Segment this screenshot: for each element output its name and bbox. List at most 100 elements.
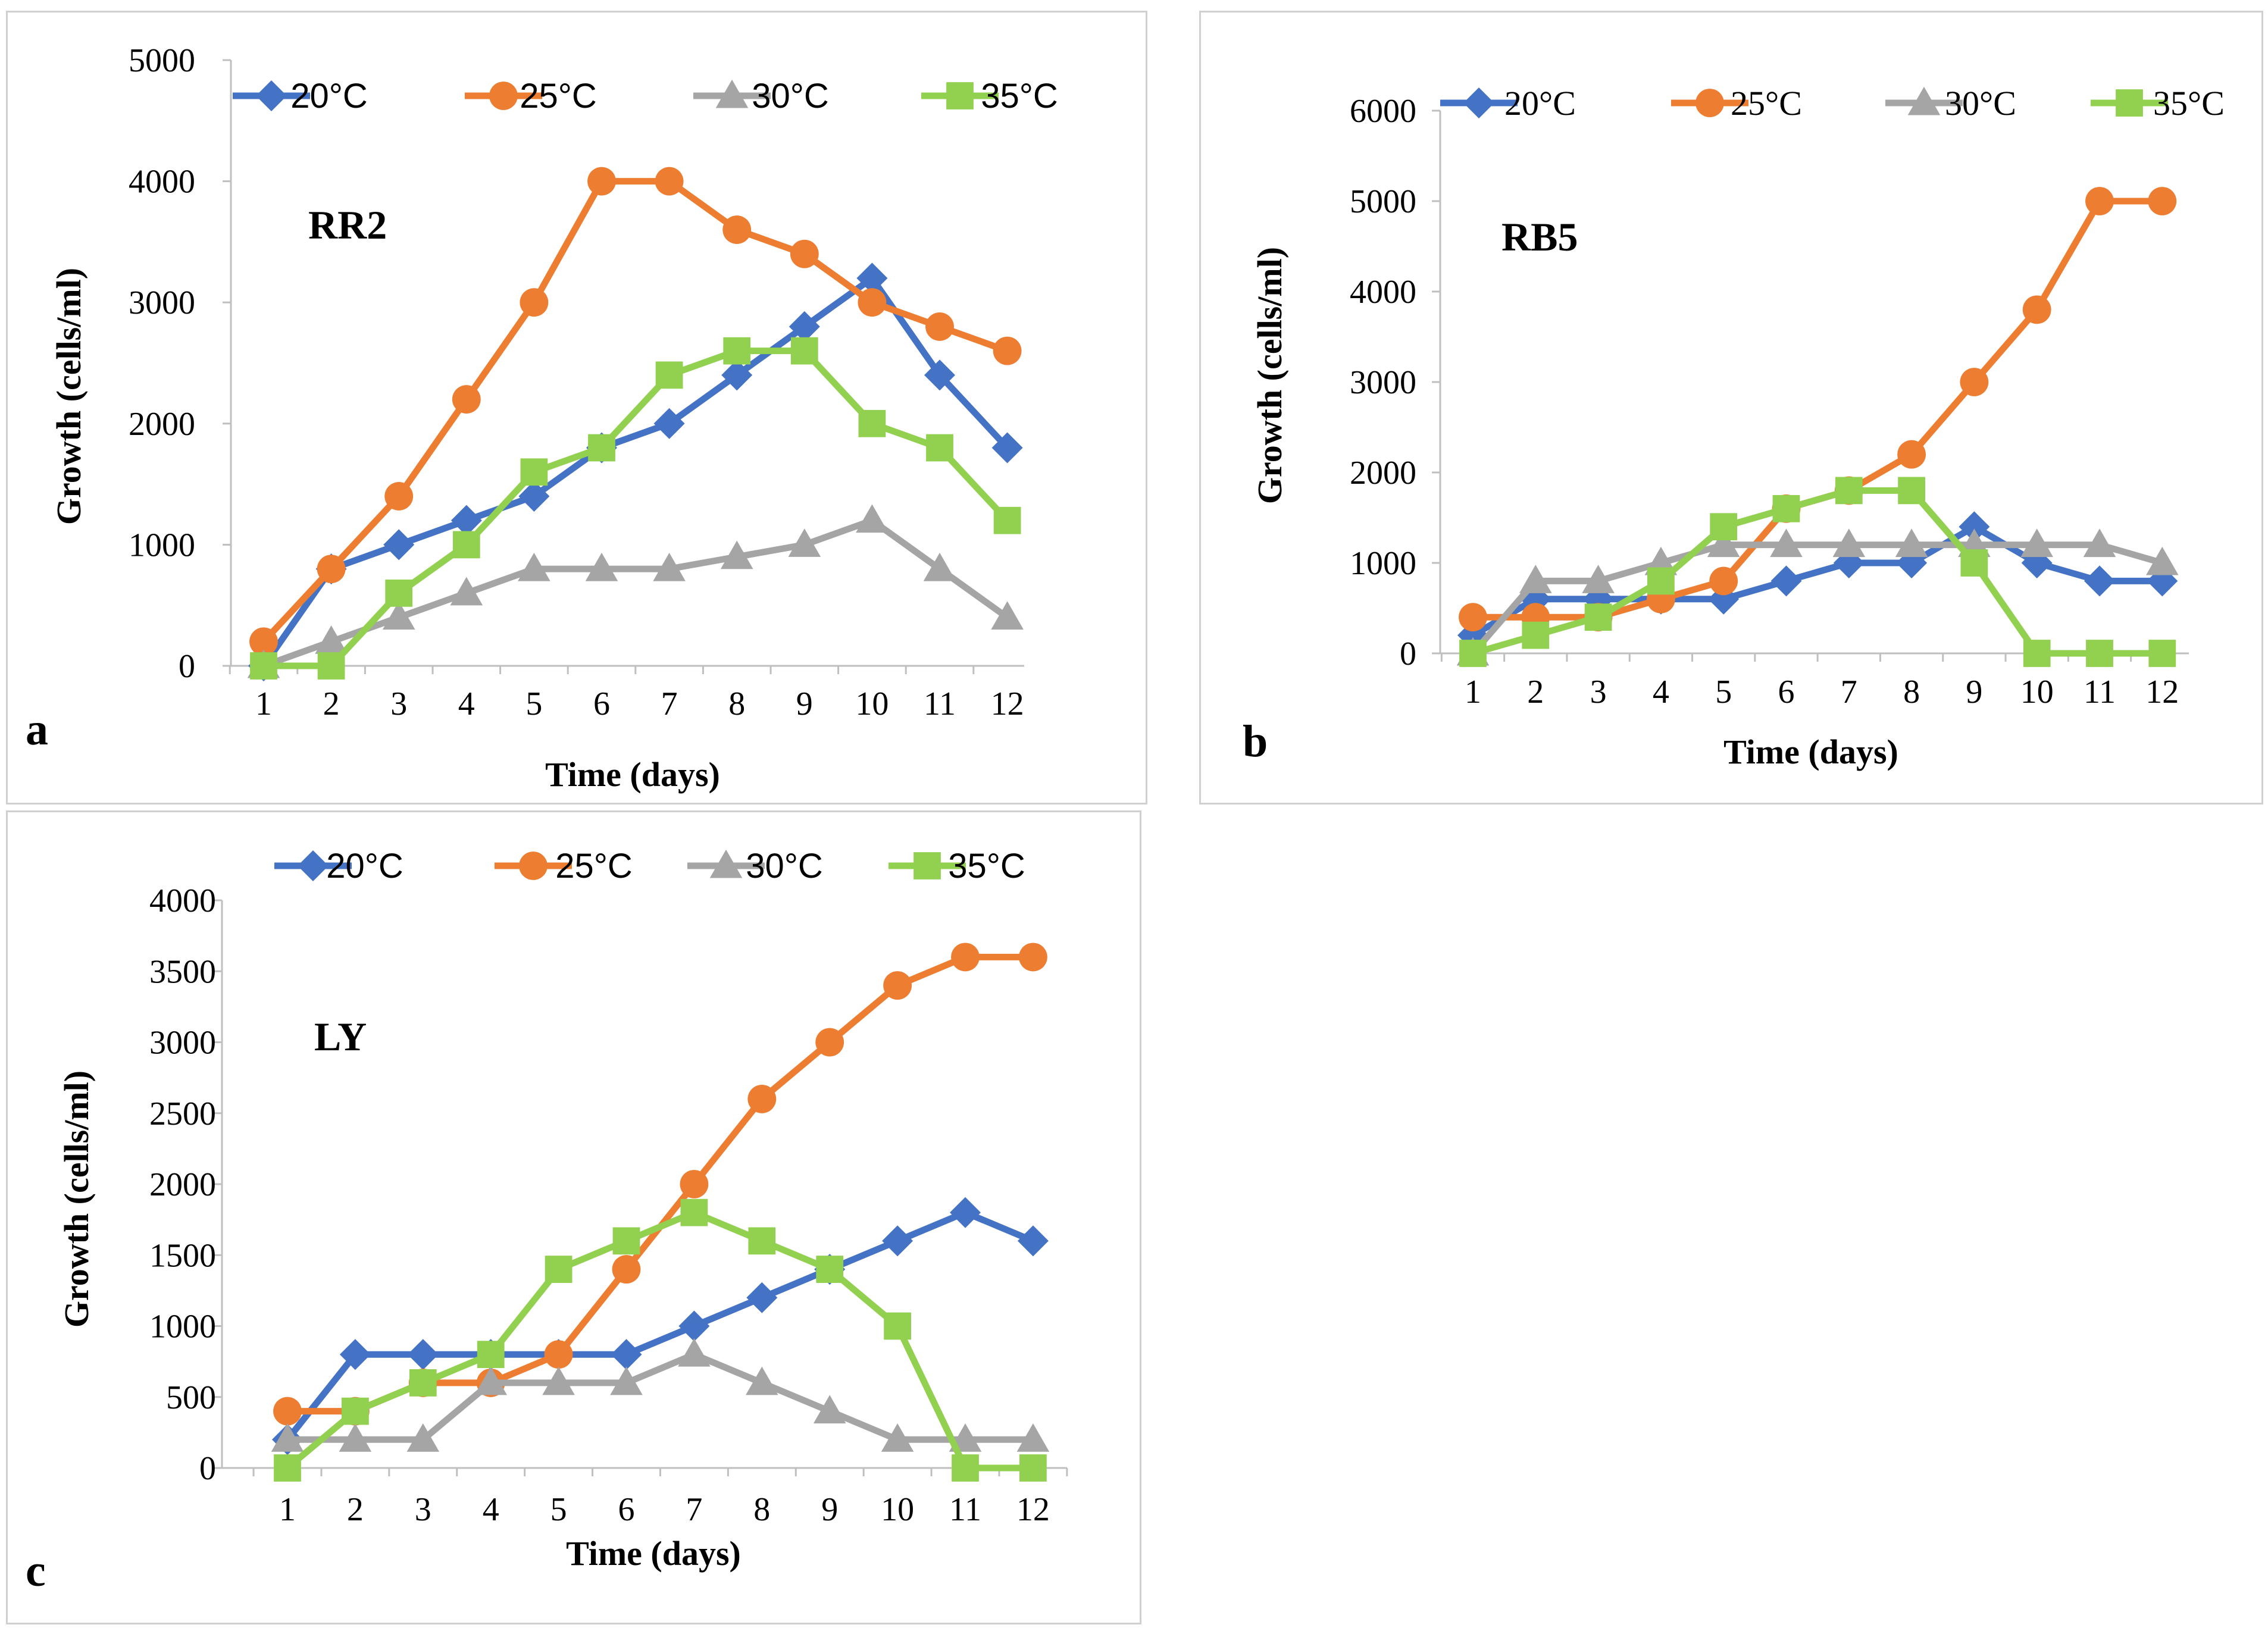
y-tick-label: 1000 (1350, 545, 1416, 582)
y-tick-label: 1500 (149, 1237, 216, 1274)
data-point (1584, 603, 1612, 631)
x-tick-label: 1 (255, 685, 272, 722)
legend-label: 20°C (290, 77, 368, 115)
legend-item: 25°C (1671, 84, 1802, 123)
data-point (2083, 528, 2116, 558)
y-tick-label: 4000 (149, 882, 216, 919)
data-point (1772, 494, 1800, 522)
chart-title: LY (314, 1014, 367, 1059)
x-tick-label: 6 (618, 1491, 635, 1528)
data-point (588, 434, 615, 462)
y-tick-label: 3000 (149, 1025, 216, 1062)
legend-marker (1695, 89, 1724, 117)
data-point (722, 215, 752, 244)
y-tick-label: 0 (179, 648, 195, 685)
data-point (383, 529, 415, 561)
x-tick-label: 2 (347, 1491, 364, 1528)
data-point (883, 971, 912, 1000)
data-point (991, 601, 1024, 630)
data-point (2022, 295, 2051, 324)
data-point (317, 652, 345, 680)
data-point (925, 312, 954, 341)
data-point (923, 552, 956, 581)
data-point (384, 482, 414, 511)
x-tick-label: 7 (661, 685, 678, 722)
x-tick-label: 12 (2145, 674, 2179, 710)
data-point (748, 1227, 776, 1255)
x-tick-label: 3 (415, 1491, 431, 1528)
x-tick-label: 9 (821, 1491, 838, 1528)
data-point (680, 1198, 708, 1226)
data-point (250, 652, 277, 680)
series-line (1473, 198, 2163, 621)
x-tick-label: 12 (1016, 1491, 1050, 1528)
x-tick-label: 8 (753, 1491, 770, 1528)
x-tick-label: 10 (881, 1491, 914, 1528)
data-point (1770, 565, 1802, 597)
x-tick-label: 7 (1841, 674, 1857, 710)
series-line (261, 274, 1010, 668)
data-point (856, 262, 888, 294)
data-point (924, 359, 955, 391)
x-tick-label: 11 (924, 685, 956, 722)
series-line (287, 1351, 1033, 1443)
data-point (858, 409, 886, 437)
chart-ly: LY c Time (days) Growth (cells/ml) 0 500 1… (26, 847, 1068, 1596)
y-tick-label: 3000 (1350, 364, 1416, 401)
y-tick-label: 2000 (1350, 455, 1416, 492)
data-point (1960, 368, 1989, 396)
series-35C (274, 1198, 1047, 1482)
data-point (993, 336, 1022, 365)
x-tick-label: 2 (323, 685, 340, 722)
y-tick-label: 5000 (1350, 183, 1416, 220)
x-tick-label: 1 (1465, 674, 1481, 710)
data-point (655, 361, 683, 389)
legend-item: 20°C (274, 847, 403, 885)
legend-item: 35°C (2091, 84, 2225, 123)
series-25C (249, 167, 1022, 656)
legend-label: 25°C (555, 847, 633, 885)
legend-item: 25°C (465, 77, 597, 115)
data-point (789, 311, 820, 342)
data-point (2085, 187, 2114, 215)
data-point (452, 385, 481, 414)
x-tick-label: 6 (1778, 674, 1795, 710)
data-point (951, 943, 980, 972)
data-point (788, 528, 821, 557)
y-tick-label: 6000 (1350, 93, 1416, 130)
chart-title: RB5 (1501, 214, 1578, 259)
panel-letter: a (26, 705, 48, 755)
data-point (653, 552, 686, 581)
y-tick-label: 0 (1400, 636, 1416, 672)
legend-label: 25°C (520, 77, 597, 115)
data-point (721, 359, 753, 391)
x-tick-label: 9 (796, 685, 813, 722)
data-point (1710, 513, 1738, 541)
data-point (612, 1255, 641, 1284)
data-point (1960, 549, 1988, 577)
series-20C (272, 1197, 1049, 1455)
data-point (610, 1366, 643, 1395)
legend-label: 35°C (2153, 84, 2225, 123)
y-tick-label: 1000 (129, 527, 195, 564)
legend-marker (1463, 87, 1494, 118)
data-point (790, 337, 818, 365)
x-tick-label: 3 (1590, 674, 1607, 710)
data-point (518, 480, 550, 512)
legend-label: 30°C (746, 847, 823, 885)
data-point (474, 1366, 507, 1395)
data-point (1707, 528, 1740, 558)
legend-marker (914, 852, 941, 879)
data-point (339, 1423, 372, 1452)
data-point (815, 1028, 844, 1057)
data-point (2148, 640, 2176, 667)
data-point (407, 1339, 439, 1370)
x-tick-label: 8 (1903, 674, 1920, 710)
data-point (884, 1312, 911, 1340)
data-point (451, 505, 482, 536)
data-point (950, 1197, 981, 1228)
data-point (993, 506, 1021, 534)
x-axis-title: Time (days) (1723, 733, 1898, 771)
